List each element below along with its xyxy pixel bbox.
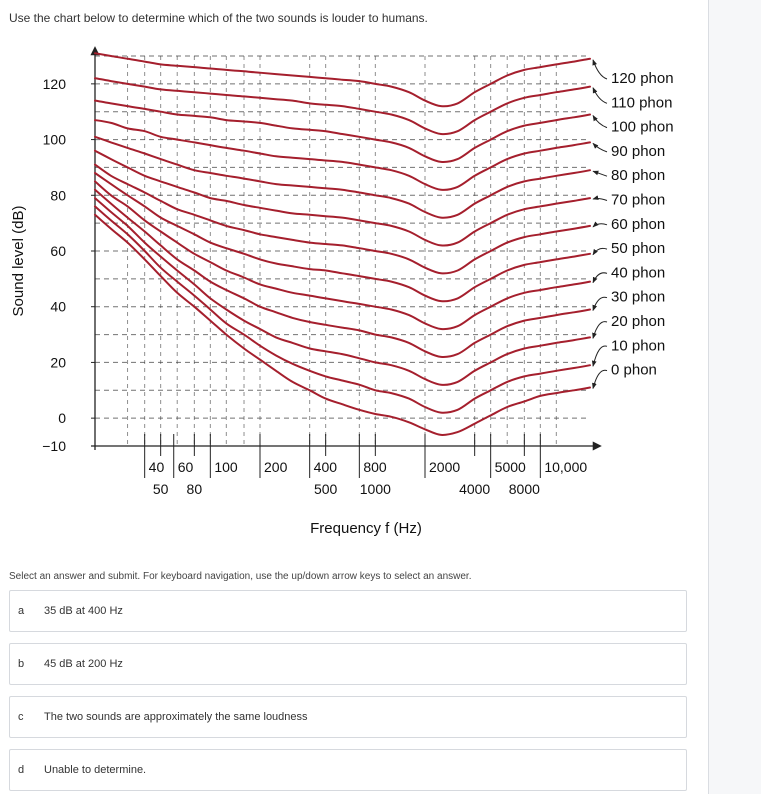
x-tick-label: 200 — [264, 459, 288, 475]
y-tick-label: −10 — [42, 438, 66, 454]
curve-label: 60 phon — [611, 216, 665, 233]
y-axis-label: Sound level (dB) — [10, 206, 27, 317]
curve-label: 90 phon — [611, 143, 665, 160]
x-tick-label: 800 — [363, 459, 387, 475]
option-letter: d — [18, 764, 25, 776]
curve-leader-line — [592, 114, 608, 129]
answer-option-b[interactable]: b 45 dB at 200 Hz — [9, 643, 687, 685]
loudness-curve — [94, 149, 591, 247]
curve-leader-line — [592, 221, 608, 228]
option-text: Unable to determine. — [44, 764, 147, 776]
loudness-curve — [94, 205, 591, 414]
loudness-curve — [94, 172, 591, 303]
x-tick-label: 100 — [214, 459, 238, 475]
x-tick-label: 1000 — [360, 481, 391, 497]
y-tick-label: 120 — [43, 76, 67, 92]
curve-label: 20 phon — [611, 313, 665, 330]
y-tick-label: 0 — [58, 410, 66, 426]
option-letter: c — [18, 711, 24, 723]
loudness-curve — [94, 163, 591, 275]
curve-label: 50 phon — [611, 240, 665, 257]
y-tick-label: 80 — [50, 187, 66, 203]
loudness-curve — [94, 213, 591, 436]
y-tick-label: 60 — [50, 243, 66, 259]
y-tick-label: 40 — [50, 299, 66, 315]
answer-instructions: Select an answer and submit. For keyboar… — [9, 571, 472, 582]
option-text: 45 dB at 200 Hz — [44, 658, 123, 670]
curve-label: 0 phon — [611, 362, 657, 379]
answer-option-a[interactable]: a 35 dB at 400 Hz — [9, 590, 687, 632]
chart-labels: 120 phon 110 phon 100 phon 90 phon 80 phon 70… — [591, 59, 674, 390]
x-tick-label: 40 — [149, 459, 165, 475]
x-tick-label: 60 — [178, 459, 194, 475]
option-letter: a — [18, 605, 25, 617]
chart-grid — [95, 55, 590, 447]
loudness-curve — [94, 119, 591, 191]
loudness-curve — [94, 77, 591, 136]
pane-divider — [708, 0, 709, 794]
answer-option-c[interactable]: c The two sounds are approximately the s… — [9, 696, 687, 738]
curve-leader-line — [592, 142, 608, 153]
curve-leader-line — [592, 369, 608, 390]
option-text: 35 dB at 400 Hz — [44, 605, 123, 617]
answer-option-d[interactable]: d Unable to determine. — [9, 749, 687, 791]
curve-leader-line — [591, 345, 608, 367]
curve-label: 120 phon — [611, 70, 674, 87]
loudness-curve — [94, 180, 591, 331]
loudness-curve — [94, 99, 591, 163]
loudness-curve — [94, 188, 591, 358]
curve-leader-line — [592, 272, 608, 284]
loudness-curve — [94, 197, 591, 386]
x-tick-label: 4000 — [459, 481, 490, 497]
chart-curves — [94, 52, 591, 436]
x-tick-label: 400 — [314, 459, 338, 475]
curve-label: 40 phon — [611, 264, 665, 281]
curve-label: 100 phon — [611, 119, 674, 136]
curve-label: 70 phon — [611, 192, 665, 209]
x-tick-label: 10,000 — [544, 459, 587, 475]
x-tick-label: 2000 — [429, 459, 460, 475]
curve-leader-line — [592, 321, 608, 339]
y-tick-label: 20 — [50, 354, 66, 370]
curve-leader-line — [592, 87, 608, 104]
curve-label: 10 phon — [611, 337, 665, 354]
x-tick-label: 500 — [314, 481, 338, 497]
loudness-curve — [94, 52, 591, 108]
option-text: The two sounds are approximately the sam… — [44, 711, 308, 723]
curve-label: 30 phon — [611, 289, 665, 306]
side-panel — [709, 0, 761, 794]
question-text: Use the chart below to determine which o… — [9, 11, 428, 25]
x-tick-label: 50 — [153, 481, 169, 497]
option-letter: b — [18, 658, 25, 670]
x-tick-label: 5000 — [495, 459, 526, 475]
x-axis-label: Frequency f (Hz) — [310, 520, 422, 537]
x-tick-label: 8000 — [509, 481, 540, 497]
curve-leader-line — [592, 195, 608, 201]
curve-leader-line — [592, 247, 608, 256]
y-tick-label: 100 — [43, 132, 67, 148]
curve-leader-line — [592, 170, 608, 177]
curve-label: 80 phon — [611, 167, 665, 184]
curve-leader-line — [592, 59, 608, 80]
curve-leader-line — [592, 296, 608, 312]
curve-label: 110 phon — [611, 94, 672, 111]
question-page: Use the chart below to determine which o… — [9, 11, 687, 791]
x-tick-label: 80 — [187, 481, 203, 497]
loudness-curve — [94, 135, 591, 219]
